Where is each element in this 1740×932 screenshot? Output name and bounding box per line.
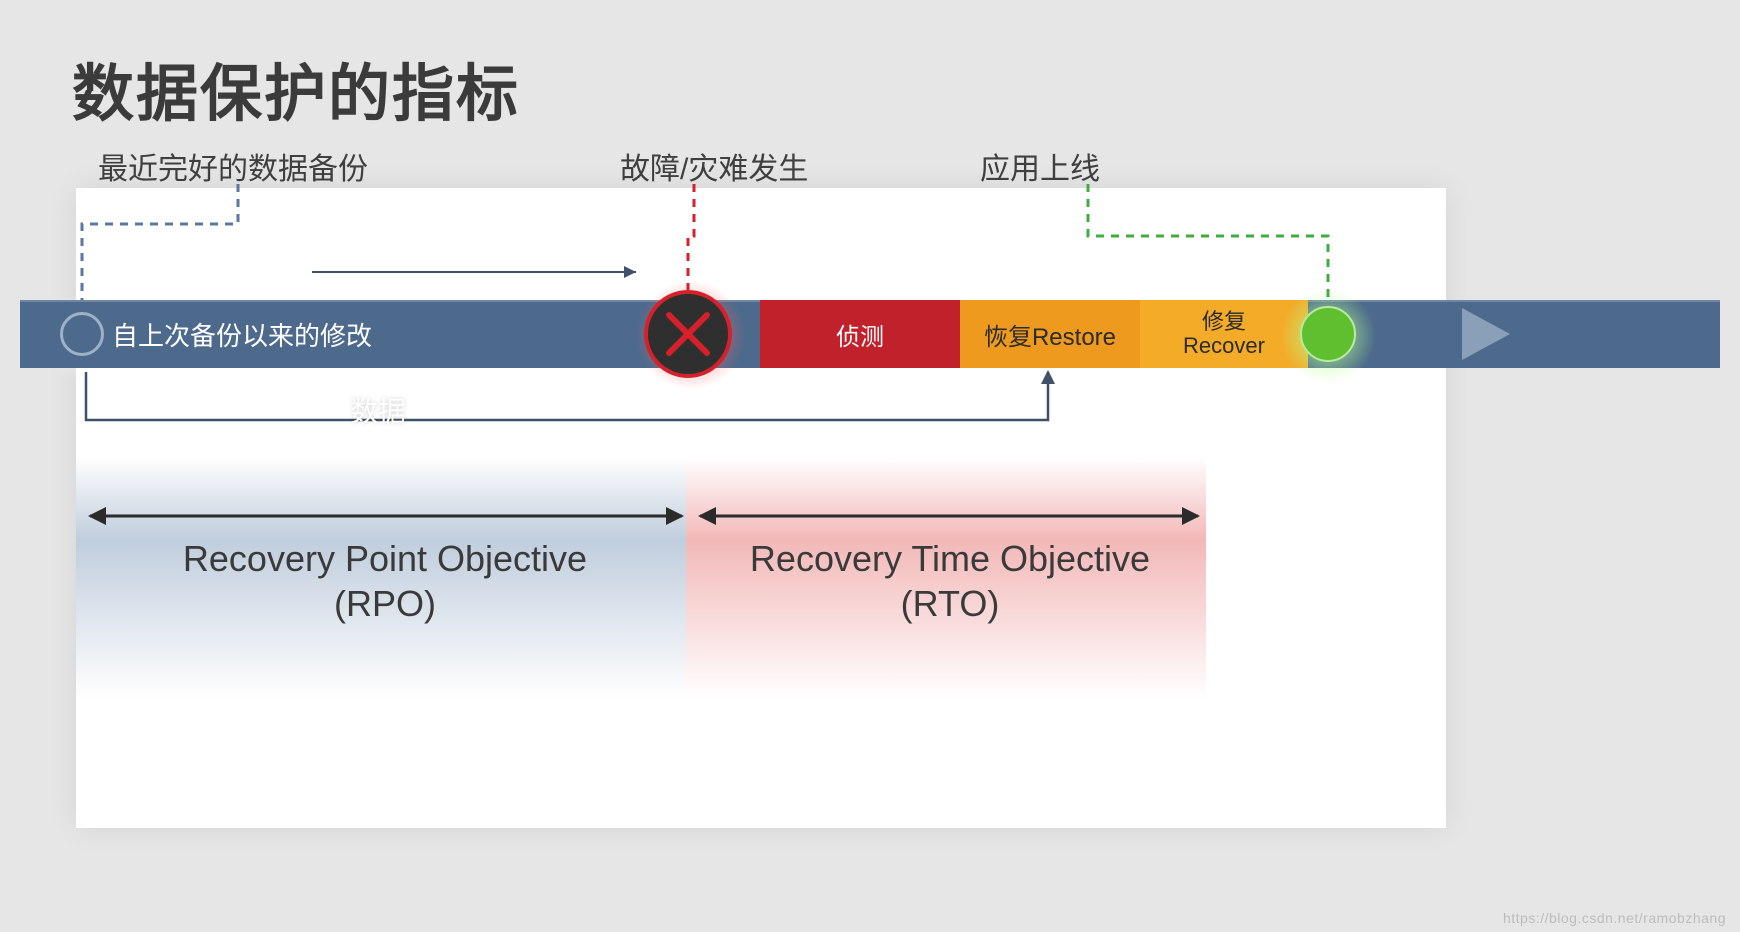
label-rpo-l2: (RPO): [334, 583, 436, 624]
online-icon: [1300, 306, 1356, 362]
callout-lines: [0, 0, 1740, 932]
label-rto-l2: (RTO): [901, 583, 1000, 624]
diagram-canvas: 数据保护的指标 最近完好的数据备份 故障/灾难发生 应用上线 数据随时间在变化: [0, 0, 1740, 932]
label-rpo-l1: Recovery Point Objective: [183, 538, 587, 579]
label-data: 数据: [350, 390, 406, 430]
label-rto-l1: Recovery Time Objective: [750, 538, 1150, 579]
label-rpo: Recovery Point Objective (RPO): [90, 536, 680, 626]
failure-icon: [644, 290, 732, 378]
label-rto: Recovery Time Objective (RTO): [700, 536, 1200, 626]
play-icon: [1454, 304, 1514, 369]
